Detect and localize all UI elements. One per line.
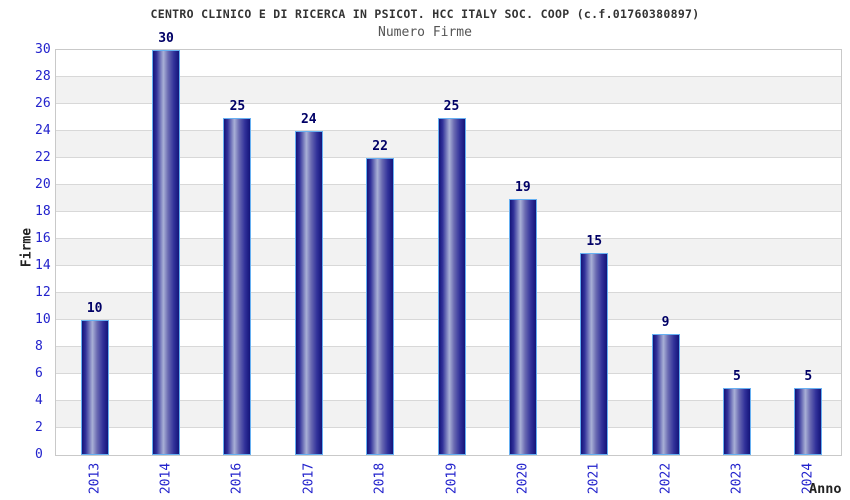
bar-2024 [794,387,823,455]
bar-2023 [722,387,751,455]
x-tick-label: 2016 [229,462,245,495]
y-tick-label: 20 [35,177,51,192]
bar-value-label: 25 [229,98,246,114]
y-tick-label: 30 [35,42,51,57]
bar-value-label: 5 [804,368,813,384]
bar-value-label: 9 [661,314,670,330]
bar-value-label: 5 [733,368,741,384]
bar-value-label: 24 [300,112,317,127]
bar-2014 [152,50,181,455]
y-tick-label: 16 [35,231,51,246]
x-tick-label: 2018 [372,462,388,495]
y-tick-label: 22 [35,150,51,165]
bar-value-label: 15 [586,233,603,249]
y-tick-label: 12 [35,285,51,300]
y-tick-label: 0 [35,447,43,462]
y-axis-title: Firme [19,227,35,268]
x-tick-label: 2022 [658,462,674,495]
y-tick-label: 10 [35,312,51,327]
bar-2020 [508,198,537,455]
grid-band [56,50,841,77]
y-tick-label: 26 [35,96,51,111]
bar-value-label: 30 [158,31,174,46]
x-tick-label: 2014 [158,462,174,495]
bar-2019 [437,117,466,455]
bar-value-label: 19 [515,179,531,195]
y-tick-label: 2 [35,420,43,435]
y-tick-label: 28 [35,69,51,84]
x-tick-label: 2023 [729,462,745,495]
y-tick-label: 14 [35,258,51,273]
x-tick-label: 2017 [301,462,317,495]
bar-value-label: 25 [443,98,460,114]
y-tick-label: 24 [35,123,51,138]
grid-band [56,77,841,104]
y-tick-label: 6 [35,366,43,381]
y-tick-label: 18 [35,204,51,219]
x-tick-label: 2021 [586,462,602,495]
x-tick-label: 2013 [87,462,103,495]
y-tick-label: 4 [35,393,43,408]
bar-2018 [366,158,395,455]
x-axis-title: Anno [809,481,842,497]
bar-2016 [223,117,252,455]
bar-2021 [580,252,609,455]
chart-title: CENTRO CLINICO E DI RICERCA IN PSICOT. H… [150,7,700,21]
bar-2013 [80,320,109,455]
chart-subtitle: Numero Firme [378,25,472,40]
x-tick-label: 2019 [444,462,459,495]
y-tick-label: 8 [35,339,43,354]
x-tick-label: 2020 [515,462,531,495]
bar-2017 [294,131,323,455]
bar-value-label: 10 [86,301,103,316]
bar-value-label: 22 [372,139,388,154]
bar-2022 [651,333,680,455]
